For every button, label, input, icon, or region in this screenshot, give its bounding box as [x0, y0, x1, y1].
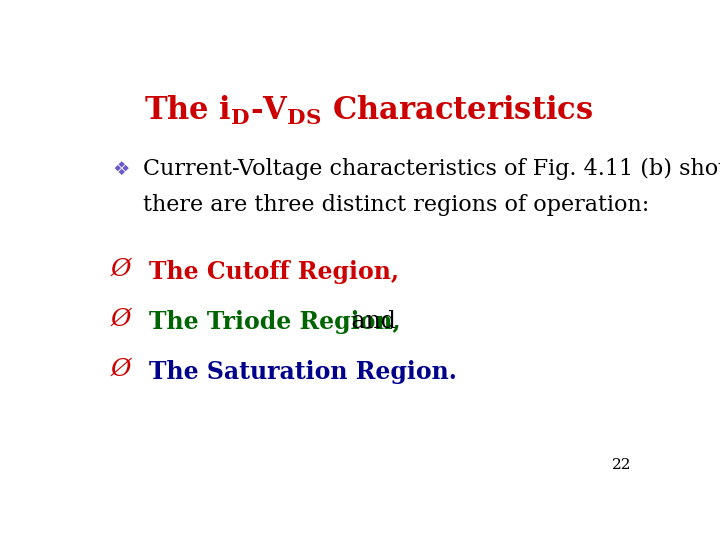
Text: 22: 22	[612, 458, 631, 472]
Text: Ø: Ø	[110, 308, 131, 331]
Text: there are three distinct regions of operation:: there are three distinct regions of oper…	[143, 194, 649, 215]
Text: The Saturation Region.: The Saturation Region.	[148, 360, 456, 384]
Text: and: and	[343, 310, 395, 333]
Text: The $\mathbf{i_D}$-$\mathbf{V_{DS}}$ Characteristics: The $\mathbf{i_D}$-$\mathbf{V_{DS}}$ Cha…	[145, 94, 593, 127]
Text: Current-Voltage characteristics of Fig. 4.11 (b) show that: Current-Voltage characteristics of Fig. …	[143, 158, 720, 180]
Text: The Cutoff Region,: The Cutoff Region,	[148, 260, 399, 284]
Text: The Triode Region,: The Triode Region,	[148, 310, 400, 334]
Text: Ø: Ø	[110, 358, 131, 381]
Text: Ø: Ø	[110, 258, 131, 281]
Text: ❖: ❖	[112, 160, 130, 179]
